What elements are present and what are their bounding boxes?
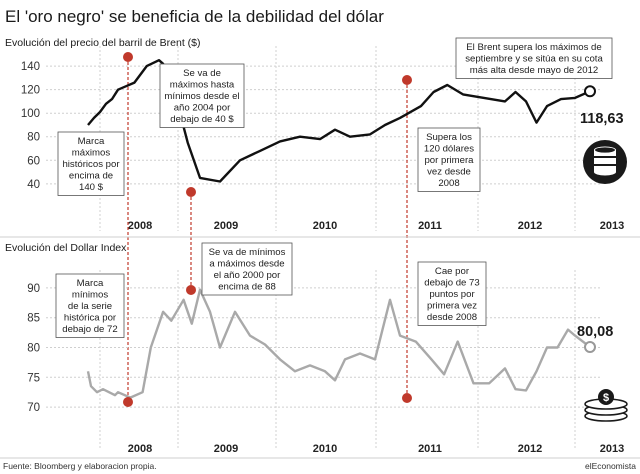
dollar-gridlines	[46, 270, 600, 448]
event-marker	[186, 187, 196, 197]
annotation-text: Se va de mínimos	[209, 247, 286, 258]
coins-icon: $	[584, 389, 628, 422]
brent-end-value: 118,63	[580, 111, 624, 127]
annotation-box	[417, 261, 487, 326]
brent-markers	[123, 52, 596, 197]
event-marker	[123, 52, 133, 62]
annotation-text: el año 2000 por	[214, 270, 281, 281]
annotation-box	[417, 127, 481, 192]
event-marker	[186, 285, 196, 295]
annotation-text: más alta desde mayo de 2012	[470, 65, 599, 76]
y-tick-label: 140	[21, 61, 40, 73]
dollar-axis-ticks: 70 75 80 85 90 2008 2009 2010 2011 2012 2013	[27, 283, 624, 455]
brent-leader-lines	[127, 57, 408, 402]
annotation-text: máximos hasta	[170, 80, 235, 91]
annotation-text: Se va de	[183, 68, 221, 79]
x-tick-label: 2012	[518, 220, 542, 232]
event-marker	[402, 393, 412, 403]
annotation-text: El Brent supera los máximos de	[466, 42, 601, 53]
brand-label: elEconomista	[585, 461, 636, 471]
annotation-text: desde 2008	[427, 312, 477, 323]
y-tick-label: 120	[21, 85, 40, 97]
y-tick-label: 90	[27, 283, 40, 295]
annotation-text: septiembre y se sitúa en su cota	[465, 54, 603, 65]
annotation-text: año 2004 por	[174, 103, 231, 114]
annotation-text: encima de 88	[218, 282, 276, 293]
annotation-text: Supera los	[426, 132, 472, 143]
annotation-text: debajo de 40 $	[170, 114, 234, 125]
dollar-end-value: 80,08	[577, 324, 613, 340]
annotation-box	[201, 242, 293, 296]
y-tick-label: 80	[27, 343, 40, 355]
x-tick-label: 2013	[600, 443, 624, 455]
page-title: El 'oro negro' se beneficia de la debili…	[5, 7, 384, 26]
x-tick-label: 2010	[313, 443, 337, 455]
brent-axis-ticks: 40 60 80 100 120 140 2008 2009 2010 2011 2012 2013	[21, 61, 624, 232]
annotation-text: vez desde	[427, 167, 471, 178]
annotation-text: por primera	[424, 155, 474, 166]
y-tick-label: 40	[27, 179, 40, 191]
annotation-text: 140 $	[79, 182, 104, 193]
brent-series-line	[87, 59, 591, 183]
x-tick-label: 2009	[214, 443, 238, 455]
y-tick-label: 60	[27, 155, 40, 167]
annotation-text: históricos por	[62, 159, 120, 170]
annotation-text: mínimos	[72, 290, 108, 301]
event-marker	[123, 397, 133, 407]
annotation-text: a máximos desde	[209, 259, 284, 270]
dollar-markers	[123, 285, 596, 407]
end-point-marker	[584, 85, 596, 98]
y-tick-label: 85	[27, 313, 40, 325]
x-tick-label: 2012	[518, 443, 542, 455]
y-tick-label: 100	[21, 108, 40, 120]
dollar-series-line	[86, 288, 591, 399]
source-note: Fuente: Bloomberg y elaboracion propia.	[3, 461, 157, 471]
end-point-marker	[584, 341, 596, 354]
annotation-box	[55, 273, 125, 338]
x-tick-label: 2008	[128, 220, 152, 232]
annotation-text: mínimos desde el	[164, 91, 239, 102]
dollar-chart-title: Evolución del Dollar Index	[5, 242, 127, 254]
annotation-text: puntos por	[429, 289, 475, 300]
x-tick-label: 2010	[313, 220, 337, 232]
annotation-box	[159, 63, 245, 128]
annotation-box	[455, 37, 613, 79]
y-tick-label: 75	[27, 372, 40, 384]
annotation-text: Cae por	[435, 266, 470, 277]
annotation-text: 120 dólares	[424, 144, 474, 155]
oil-barrel-icon	[583, 140, 627, 184]
event-marker	[402, 75, 412, 85]
annotation-text: Marca	[77, 278, 104, 289]
annotation-text: Marca	[78, 136, 105, 147]
annotation-text: debajo de 72	[62, 324, 117, 335]
annotation-text: 2008	[438, 178, 459, 189]
x-tick-label: 2009	[214, 220, 238, 232]
annotation-box	[57, 131, 125, 196]
annotation-text: de la serie	[68, 301, 112, 312]
brent-chart-title: Evolución del precio del barril de Brent…	[5, 37, 201, 49]
x-tick-label: 2011	[418, 443, 442, 455]
x-tick-label: 2011	[418, 220, 442, 232]
annotation-text: primera vez	[427, 301, 477, 312]
x-tick-label: 2008	[128, 443, 152, 455]
annotation-text: debajo de 73	[424, 278, 479, 289]
annotation-text: encima de	[69, 171, 113, 182]
y-tick-label: 80	[27, 132, 40, 144]
annotation-text: histórica por	[64, 313, 117, 324]
svg-text:$: $	[603, 392, 609, 404]
annotation-text: máximos	[72, 148, 111, 159]
x-tick-label: 2013	[600, 220, 624, 232]
y-tick-label: 70	[27, 402, 40, 414]
